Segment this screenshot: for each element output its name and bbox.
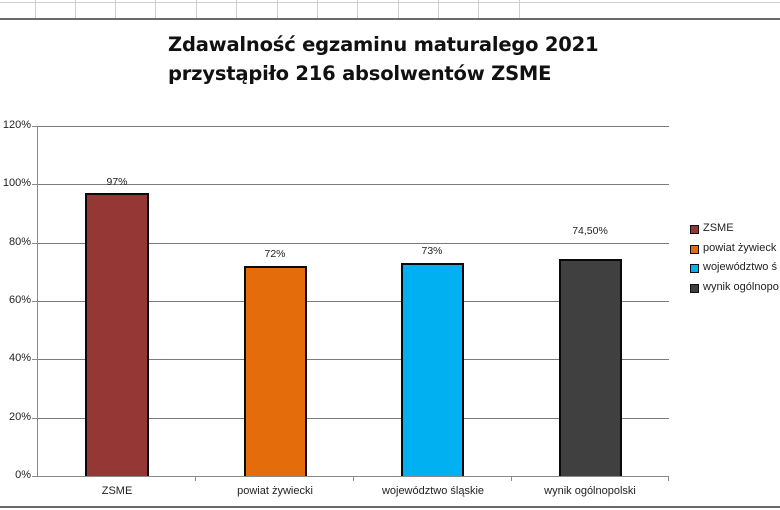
data-label-wynik: 74,50%: [572, 225, 608, 237]
grid-row-line: [0, 2, 780, 3]
chart-title: Zdawalność egzaminu maturalego 2021 przy…: [168, 30, 628, 88]
y-tick-label: 100%: [2, 177, 31, 189]
legend-swatch-icon: [690, 283, 699, 293]
y-tick: [32, 184, 37, 185]
y-axis: [37, 126, 38, 476]
gridline-20: [37, 418, 669, 419]
legend-swatch-icon: [690, 225, 699, 234]
legend-label: powiat żywieck: [703, 241, 777, 254]
legend-label: województwo ś: [703, 261, 777, 273]
grid-col-line: [317, 0, 318, 18]
y-tick-label: 0%: [15, 469, 31, 481]
chart-title-line1: Zdawalność egzaminu maturalego 2021: [168, 33, 599, 56]
y-tick: [32, 476, 37, 477]
legend-label: wynik ogólnopo: [703, 280, 779, 293]
grid-col-line: [115, 0, 116, 18]
gridline-40: [37, 359, 669, 360]
legend-label: ZSME: [703, 222, 734, 234]
grid-col-line: [35, 0, 36, 18]
spreadsheet-grid-strip: [0, 0, 780, 18]
category-label-powiat: powiat żywiecki: [237, 485, 313, 497]
x-tick: [353, 476, 354, 481]
x-tick: [511, 476, 512, 481]
y-tick: [32, 301, 37, 302]
chart-top-border: [0, 18, 780, 20]
y-tick: [32, 243, 37, 244]
grid-col-line: [519, 0, 520, 18]
grid-col-line: [478, 0, 479, 18]
gridline-60: [37, 301, 669, 302]
y-tick-label: 40%: [8, 352, 31, 364]
legend-swatch-icon: [690, 244, 699, 254]
x-tick: [195, 476, 196, 481]
grid-col-line: [438, 0, 439, 18]
grid-col-line: [75, 0, 76, 18]
bar-zsme[interactable]: [85, 193, 149, 476]
grid-col-line: [236, 0, 237, 18]
bar-powiat-zywiecki[interactable]: [244, 266, 307, 476]
category-label-wojewodztwo: województwo śląskie: [381, 485, 485, 497]
bar-wojewodztwo-slaskie[interactable]: [401, 263, 464, 476]
y-tick-label: 60%: [8, 294, 31, 306]
data-label-zsme: 97%: [106, 176, 128, 188]
gridline-80: [37, 243, 669, 244]
grid-col-line: [196, 0, 197, 18]
y-tick: [32, 418, 37, 419]
y-tick: [32, 359, 37, 360]
gridline-100: [37, 184, 669, 185]
plot-area: 120% 100% 80% 60% 40% 20% 0% 97% 72% 73%…: [3, 119, 669, 497]
category-label-wynik: wynik ogólnopolski: [544, 485, 636, 497]
chart-title-line2: przystąpiło 216 absolwentów ZSME: [168, 62, 552, 85]
data-label-powiat: 72%: [264, 248, 286, 260]
y-tick-label: 20%: [8, 411, 31, 423]
data-label-wojewodztwo: 73%: [421, 245, 443, 257]
grid-col-line: [357, 0, 358, 18]
chart-bottom-border: [0, 506, 780, 508]
gridline-120: [37, 126, 669, 127]
y-tick-label: 80%: [8, 236, 31, 248]
y-tick-label: 120%: [2, 119, 31, 131]
category-label-zsme: ZSME: [101, 485, 133, 497]
x-tick: [668, 476, 669, 481]
grid-col-line: [277, 0, 278, 18]
legend-swatch-icon: [690, 264, 699, 273]
grid-col-line: [155, 0, 156, 18]
y-tick: [32, 126, 37, 127]
grid-col-line: [398, 0, 399, 18]
bar-wynik-ogolnopolski[interactable]: [559, 259, 622, 476]
